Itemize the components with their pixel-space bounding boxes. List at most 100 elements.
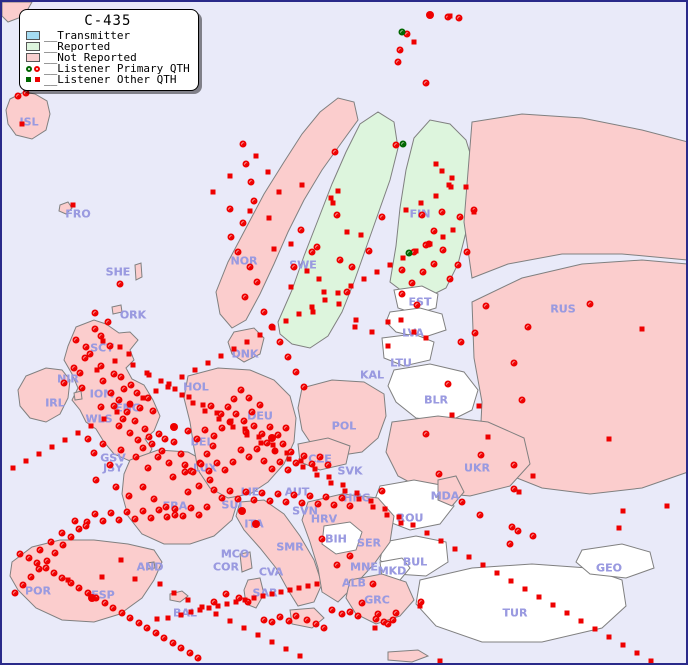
listener-other-qth-marker[interactable] bbox=[348, 283, 354, 289]
listener-primary-qth-marker[interactable] bbox=[477, 451, 485, 459]
listener-primary-qth-marker[interactable] bbox=[274, 431, 282, 439]
listener-other-qth-marker[interactable] bbox=[305, 583, 311, 589]
listener-other-qth-marker[interactable] bbox=[450, 227, 456, 233]
listener-primary-qth-marker[interactable] bbox=[237, 446, 245, 454]
listener-other-qth-marker[interactable] bbox=[298, 458, 304, 464]
listener-other-qth-marker[interactable] bbox=[385, 343, 391, 349]
listener-primary-qth-marker-reported[interactable] bbox=[398, 28, 406, 36]
listener-primary-qth-marker[interactable] bbox=[145, 433, 153, 441]
listener-primary-qth-marker[interactable] bbox=[27, 573, 35, 581]
listener-other-qth-marker[interactable] bbox=[476, 403, 482, 409]
listener-primary-qth-marker[interactable] bbox=[14, 92, 22, 100]
listener-primary-qth-marker[interactable] bbox=[285, 617, 293, 625]
listener-primary-qth-marker[interactable] bbox=[378, 213, 386, 221]
listener-other-qth-marker[interactable] bbox=[424, 530, 430, 536]
listener-other-qth-marker[interactable] bbox=[423, 335, 429, 341]
listener-primary-qth-marker[interactable] bbox=[378, 487, 386, 495]
listener-other-qth-marker[interactable] bbox=[316, 276, 322, 282]
listener-other-qth-marker[interactable] bbox=[206, 605, 212, 611]
listener-primary-qth-marker[interactable] bbox=[586, 300, 594, 308]
listener-primary-qth-marker[interactable] bbox=[33, 559, 41, 567]
listener-primary-qth-marker[interactable] bbox=[230, 395, 238, 403]
listener-primary-qth-marker[interactable] bbox=[253, 278, 261, 286]
listener-primary-qth-marker[interactable] bbox=[60, 379, 68, 387]
listener-primary-qth-marker[interactable] bbox=[422, 79, 430, 87]
listener-other-qth-marker[interactable] bbox=[272, 448, 278, 454]
listener-primary-qth-marker[interactable] bbox=[75, 584, 83, 592]
listener-primary-qth-marker[interactable] bbox=[76, 369, 84, 377]
listener-primary-qth-marker[interactable] bbox=[463, 248, 471, 256]
listener-primary-qth-marker[interactable] bbox=[50, 569, 58, 577]
listener-primary-qth-marker[interactable] bbox=[320, 624, 328, 632]
listener-primary-qth-marker[interactable] bbox=[165, 459, 173, 467]
listener-other-qth-marker[interactable] bbox=[466, 554, 472, 560]
listener-primary-qth-marker[interactable] bbox=[374, 610, 382, 618]
listener-other-qth-marker[interactable] bbox=[314, 472, 320, 478]
listener-primary-qth-marker[interactable] bbox=[245, 453, 253, 461]
listener-primary-qth-marker[interactable] bbox=[150, 495, 158, 503]
listener-primary-qth-marker[interactable] bbox=[333, 561, 341, 569]
listener-primary-qth-marker[interactable] bbox=[227, 233, 235, 241]
listener-other-qth-marker[interactable] bbox=[356, 496, 362, 502]
listener-other-qth-marker[interactable] bbox=[202, 408, 208, 414]
listener-primary-qth-marker[interactable] bbox=[322, 493, 330, 501]
listener-other-qth-marker[interactable] bbox=[256, 434, 262, 440]
listener-other-qth-marker[interactable] bbox=[361, 276, 367, 282]
listener-primary-qth-marker[interactable] bbox=[292, 612, 300, 620]
listener-other-qth-marker[interactable] bbox=[335, 188, 341, 194]
listener-other-qth-marker[interactable] bbox=[271, 246, 277, 252]
listener-primary-qth-marker[interactable] bbox=[384, 620, 392, 628]
listener-primary-qth-marker[interactable] bbox=[110, 402, 118, 410]
listener-primary-qth-marker[interactable] bbox=[81, 354, 89, 362]
listener-primary-qth-marker[interactable] bbox=[263, 439, 271, 447]
listener-primary-qth-marker[interactable] bbox=[132, 453, 140, 461]
listener-primary-qth-marker[interactable] bbox=[135, 619, 143, 627]
listener-other-qth-marker[interactable] bbox=[413, 248, 419, 254]
listener-other-qth-marker[interactable] bbox=[258, 440, 264, 446]
listener-primary-qth-marker[interactable] bbox=[413, 301, 421, 309]
listener-primary-qth-marker[interactable] bbox=[36, 546, 44, 554]
listener-other-qth-marker[interactable] bbox=[564, 610, 570, 616]
listener-other-qth-marker[interactable] bbox=[387, 262, 393, 268]
listener-other-qth-marker[interactable] bbox=[437, 658, 443, 663]
listener-primary-qth-marker[interactable] bbox=[201, 426, 209, 434]
listener-primary-qth-marker[interactable] bbox=[189, 468, 197, 476]
listener-primary-qth-marker[interactable] bbox=[16, 550, 24, 558]
listener-primary-qth-marker[interactable] bbox=[235, 594, 243, 602]
listener-primary-qth-marker[interactable] bbox=[276, 458, 284, 466]
listener-other-qth-marker[interactable] bbox=[620, 642, 626, 648]
listener-other-qth-marker[interactable] bbox=[171, 590, 177, 596]
listener-primary-qth-marker[interactable] bbox=[90, 449, 98, 457]
listener-other-qth-marker[interactable] bbox=[322, 297, 328, 303]
listener-primary-qth-marker[interactable] bbox=[245, 394, 253, 402]
listener-other-qth-marker[interactable] bbox=[172, 386, 178, 392]
listener-other-qth-marker[interactable] bbox=[440, 234, 446, 240]
listener-primary-qth-marker[interactable] bbox=[91, 325, 99, 333]
listener-other-qth-marker[interactable] bbox=[485, 434, 491, 440]
listener-other-qth-marker[interactable] bbox=[494, 570, 500, 576]
listener-other-qth-marker[interactable] bbox=[100, 338, 106, 344]
listener-other-qth-marker[interactable] bbox=[369, 329, 375, 335]
listener-other-qth-marker[interactable] bbox=[186, 394, 192, 400]
listener-primary-qth-marker[interactable] bbox=[242, 488, 250, 496]
listener-primary-qth-marker[interactable] bbox=[210, 598, 218, 606]
listener-other-qth-marker[interactable] bbox=[522, 586, 528, 592]
listener-other-qth-marker[interactable] bbox=[218, 353, 224, 359]
listener-primary-qth-marker[interactable] bbox=[328, 606, 336, 614]
listener-other-qth-marker[interactable] bbox=[36, 451, 42, 457]
listener-primary-qth-marker[interactable] bbox=[256, 401, 264, 409]
listener-primary-qth-marker[interactable] bbox=[240, 417, 248, 425]
listener-other-qth-marker[interactable] bbox=[216, 416, 222, 422]
listener-other-qth-marker[interactable] bbox=[403, 207, 409, 213]
listener-primary-qth-marker[interactable] bbox=[51, 549, 59, 557]
listener-other-qth-marker[interactable] bbox=[112, 358, 118, 364]
listener-other-qth-marker[interactable] bbox=[288, 241, 294, 247]
listener-primary-qth-marker[interactable] bbox=[118, 609, 126, 617]
listener-other-qth-marker[interactable] bbox=[530, 473, 536, 479]
listener-primary-qth-marker[interactable] bbox=[306, 492, 314, 500]
listener-primary-qth-marker[interactable] bbox=[276, 613, 284, 621]
listener-primary-qth-marker[interactable] bbox=[222, 590, 230, 598]
listener-primary-qth-marker[interactable] bbox=[418, 211, 426, 219]
listener-primary-qth-marker[interactable] bbox=[419, 268, 427, 276]
listener-primary-qth-marker[interactable] bbox=[207, 402, 215, 410]
